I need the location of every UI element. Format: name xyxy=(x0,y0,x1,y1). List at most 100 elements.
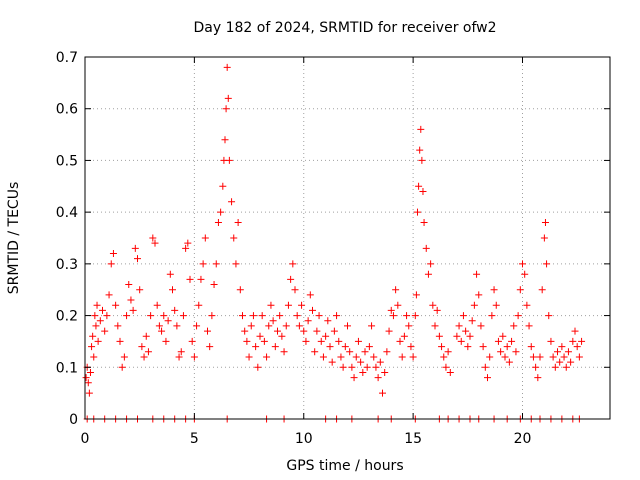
data-point xyxy=(298,301,306,309)
data-point xyxy=(424,270,432,278)
data-point xyxy=(236,286,244,294)
data-point xyxy=(188,337,196,345)
y-tick-label: 0.4 xyxy=(56,205,78,221)
data-point xyxy=(381,368,389,376)
data-point xyxy=(479,343,487,351)
data-point xyxy=(197,275,205,283)
data-point xyxy=(403,312,411,320)
data-point xyxy=(142,332,150,340)
data-point xyxy=(326,343,334,351)
y-tick-label: 0 xyxy=(69,412,78,428)
data-point xyxy=(144,348,152,356)
data-point xyxy=(442,363,450,371)
data-point xyxy=(575,353,583,361)
data-point xyxy=(114,322,122,330)
x-tick-label: 0 xyxy=(81,431,90,447)
data-point xyxy=(339,363,347,371)
data-point xyxy=(560,353,568,361)
data-point xyxy=(564,348,572,356)
data-point xyxy=(224,94,232,102)
data-point xyxy=(92,322,100,330)
data-point xyxy=(284,301,292,309)
data-point xyxy=(186,275,194,283)
data-point xyxy=(569,337,577,345)
data-point xyxy=(263,353,271,361)
data-point xyxy=(85,389,93,397)
data-point xyxy=(412,291,420,299)
data-point xyxy=(444,348,452,356)
data-point xyxy=(527,343,535,351)
axis-ticks: 0 0.1 0.2 0.3 0.4 0.5 0.6 0.7 0 5 10 15 20 xyxy=(56,50,610,447)
data-point xyxy=(529,353,537,361)
data-point xyxy=(96,317,104,325)
data-point xyxy=(195,301,203,309)
data-point xyxy=(394,301,402,309)
data-point xyxy=(309,306,316,314)
x-axis-label: GPS time / hours xyxy=(286,458,403,474)
data-point xyxy=(134,255,141,263)
data-point xyxy=(123,312,131,320)
data-point xyxy=(457,337,465,345)
y-tick-label: 0.3 xyxy=(56,257,78,273)
data-point xyxy=(155,322,163,330)
data-point xyxy=(368,322,376,330)
data-point xyxy=(260,337,268,345)
data-point xyxy=(219,182,227,190)
data-point xyxy=(396,337,404,345)
data-point xyxy=(541,218,549,226)
data-point xyxy=(169,286,176,294)
y-tick-label: 0.5 xyxy=(56,153,78,169)
data-point xyxy=(365,343,373,351)
data-point xyxy=(129,306,137,314)
data-point xyxy=(477,322,485,330)
data-point xyxy=(228,198,236,206)
data-point xyxy=(435,332,443,340)
data-point xyxy=(385,327,393,335)
data-point xyxy=(361,348,369,356)
data-point xyxy=(302,337,310,345)
data-point xyxy=(475,291,483,299)
data-point xyxy=(151,239,159,247)
data-point xyxy=(105,291,113,299)
data-point xyxy=(232,260,240,268)
data-point xyxy=(243,337,251,345)
data-point xyxy=(89,332,97,340)
data-point xyxy=(352,353,360,361)
data-point xyxy=(389,312,397,320)
data-point xyxy=(317,337,325,345)
data-point xyxy=(254,363,262,371)
data-point xyxy=(311,348,319,356)
data-point xyxy=(573,343,581,351)
data-point xyxy=(282,322,290,330)
data-point xyxy=(514,312,522,320)
data-point xyxy=(337,353,345,361)
data-point xyxy=(540,234,548,242)
data-point xyxy=(94,337,102,345)
data-point xyxy=(462,327,470,335)
data-point xyxy=(551,363,559,371)
data-point xyxy=(516,286,524,294)
data-point xyxy=(383,348,391,356)
data-point xyxy=(101,327,109,335)
data-point xyxy=(103,312,111,320)
data-point xyxy=(468,317,476,325)
data-point xyxy=(239,312,246,320)
data-point xyxy=(306,291,314,299)
data-point xyxy=(289,260,297,268)
data-point xyxy=(319,353,327,361)
data-point xyxy=(525,322,533,330)
data-point xyxy=(411,312,419,320)
data-point xyxy=(118,363,126,371)
data-point xyxy=(245,353,253,361)
data-point xyxy=(90,353,98,361)
data-point xyxy=(335,337,343,345)
data-point xyxy=(415,182,423,190)
data-point xyxy=(109,250,117,258)
data-point xyxy=(177,348,185,356)
data-point xyxy=(374,374,382,382)
data-point xyxy=(379,389,386,397)
data-point xyxy=(212,260,220,268)
data-point xyxy=(532,363,540,371)
x-tick-label: 15 xyxy=(404,431,422,447)
